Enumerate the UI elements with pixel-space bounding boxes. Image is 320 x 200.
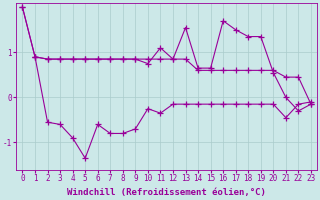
X-axis label: Windchill (Refroidissement éolien,°C): Windchill (Refroidissement éolien,°C) — [67, 188, 266, 197]
